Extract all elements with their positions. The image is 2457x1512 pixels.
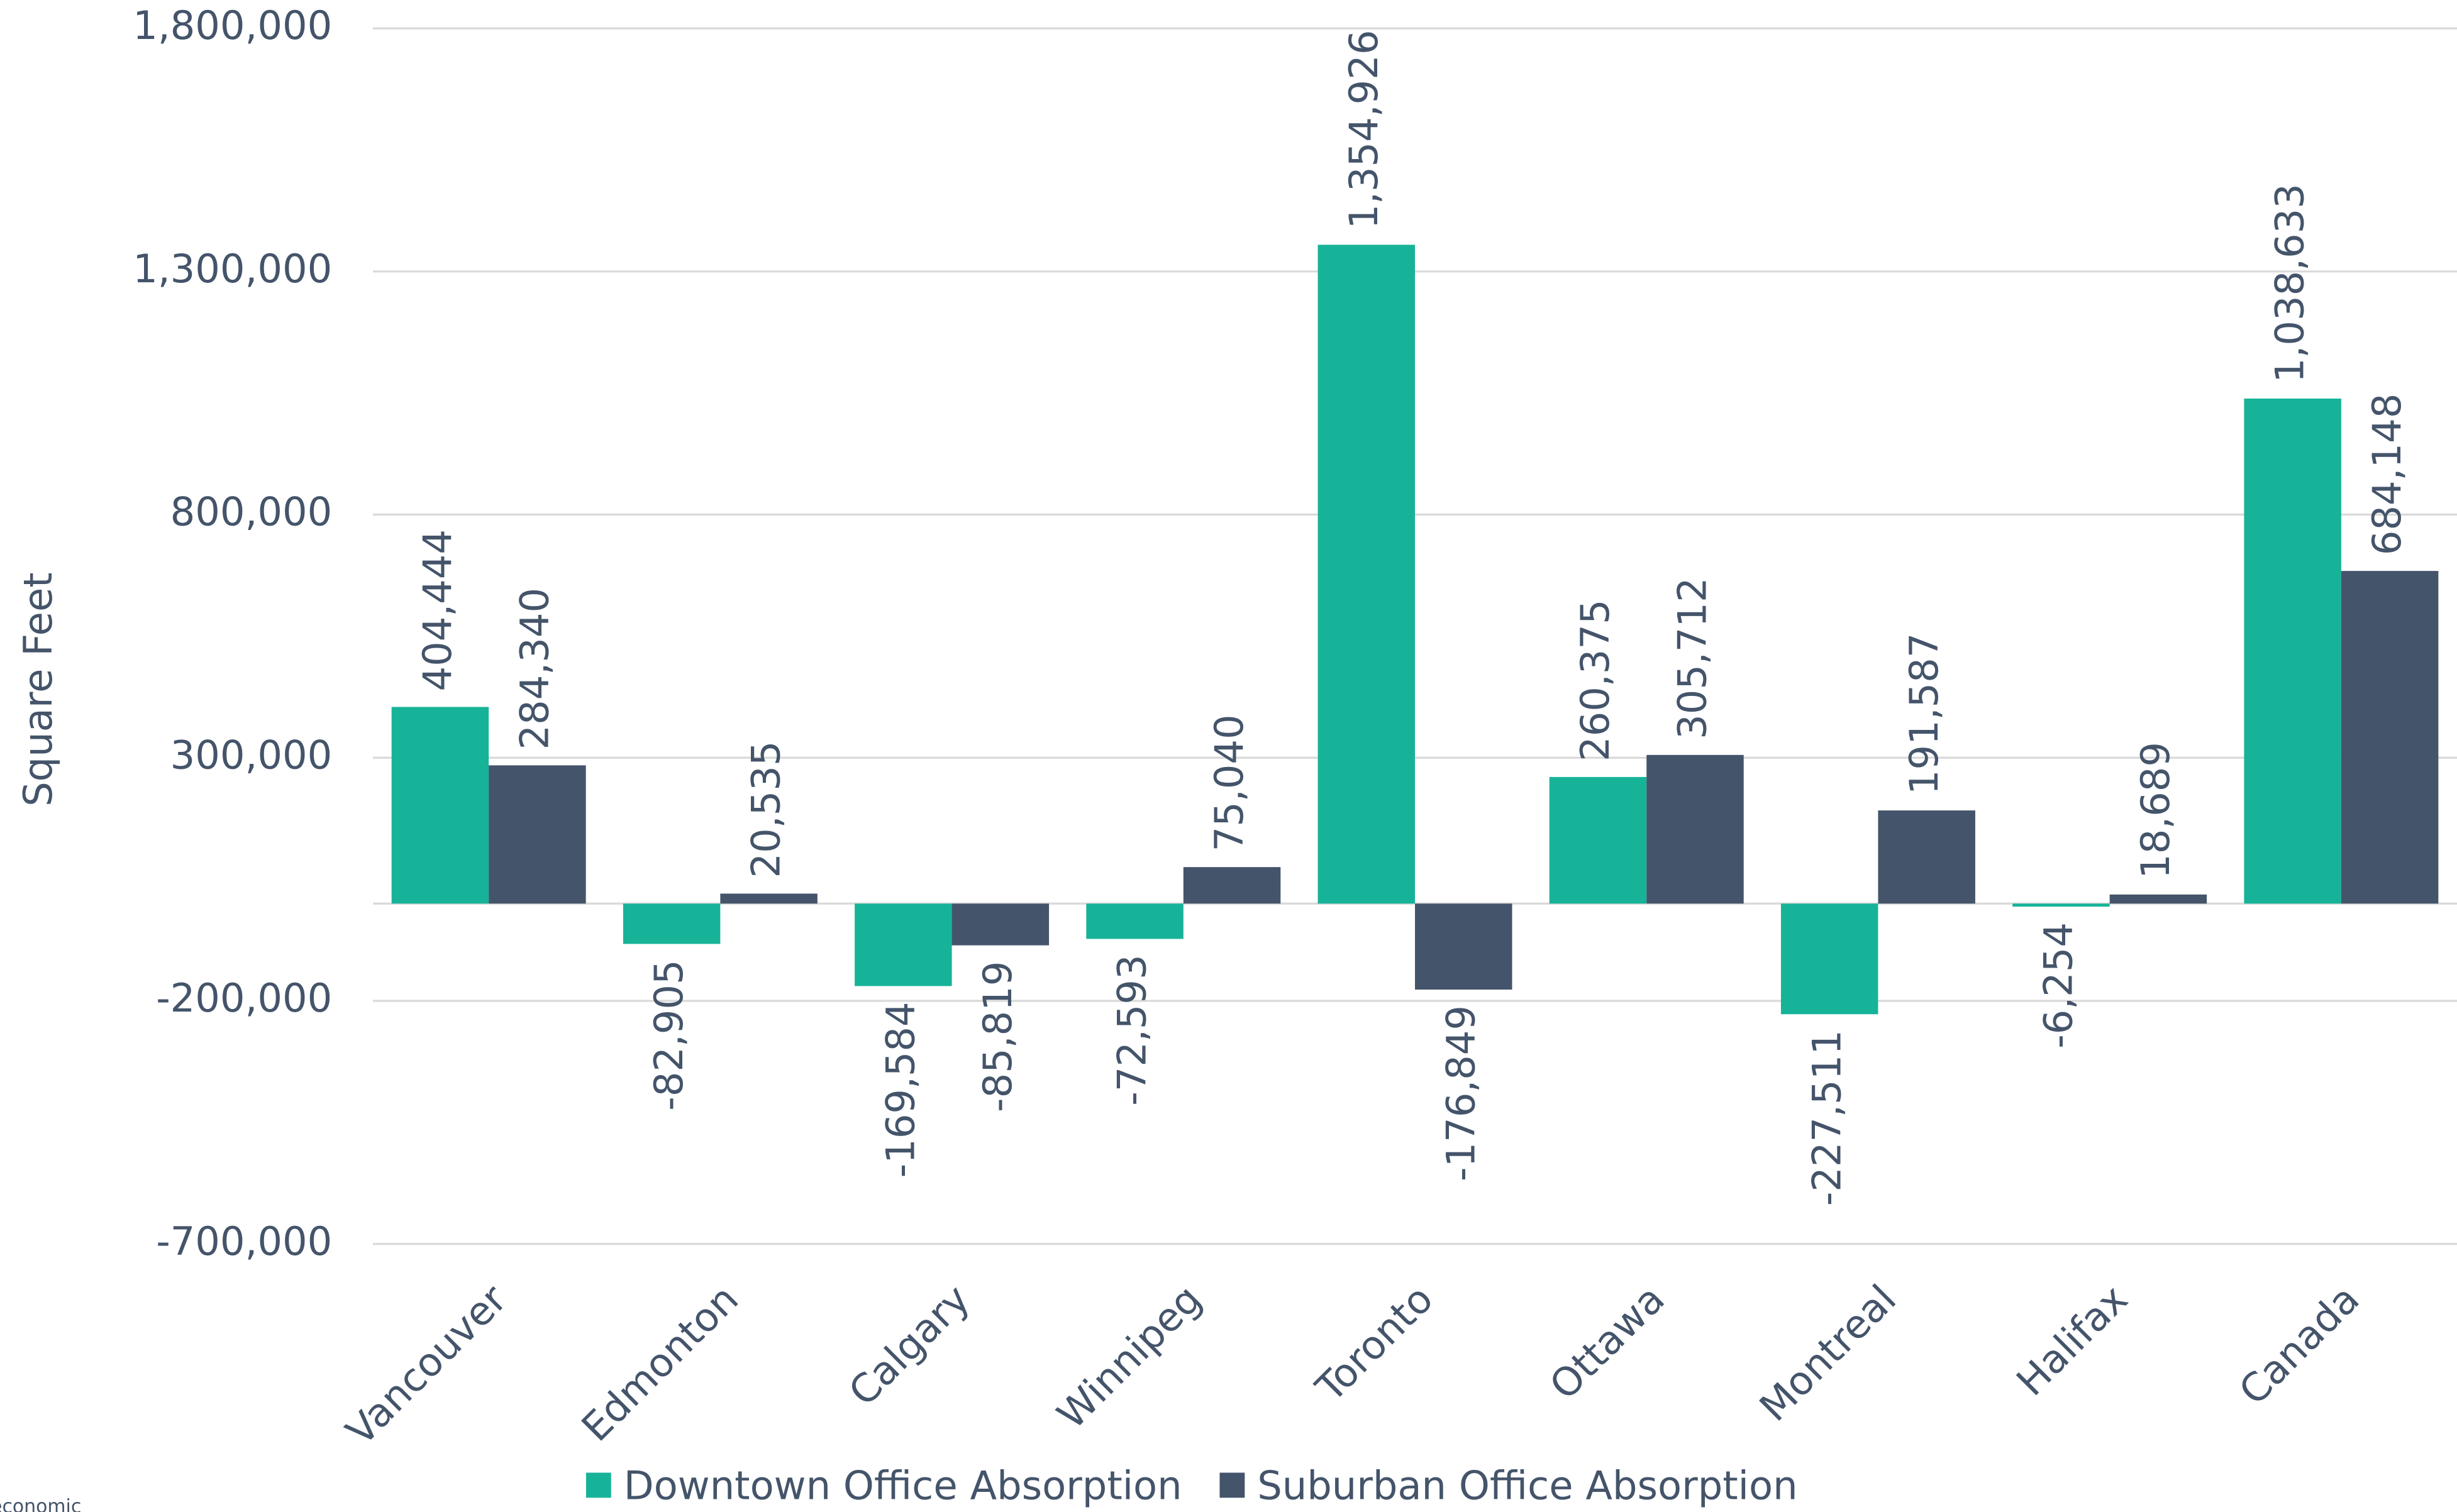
x-tick-label: Montreal — [1751, 1276, 1905, 1430]
data-label: -72,593 — [1109, 954, 1155, 1105]
legend-swatch — [585, 1472, 611, 1498]
y-tick-label: -700,000 — [156, 1218, 332, 1264]
bar — [489, 765, 586, 904]
data-label: -6,254 — [2036, 922, 2082, 1049]
bar — [2244, 398, 2341, 904]
bar — [1878, 810, 1975, 904]
data-label: -82,905 — [646, 959, 692, 1110]
x-tick-label: Canada — [2230, 1276, 2368, 1413]
footnote: economic — [0, 1496, 81, 1512]
data-label: -176,849 — [1438, 1005, 1484, 1181]
bar — [2341, 571, 2439, 904]
bar — [1317, 245, 1416, 904]
bar — [623, 903, 721, 944]
x-tick-label: Ottawa — [1541, 1276, 1673, 1408]
bar — [1780, 903, 1878, 1015]
data-label: -85,819 — [975, 961, 1021, 1112]
bar — [391, 707, 489, 904]
y-axis-label: Square Feet — [15, 572, 61, 807]
bar — [1549, 776, 1647, 904]
data-label: 404,444 — [414, 529, 460, 692]
bar — [1086, 903, 1184, 939]
data-label: 305,712 — [1670, 577, 1716, 739]
x-tick-label: Toronto — [1307, 1276, 1442, 1411]
data-label: 1,354,926 — [1341, 30, 1387, 229]
bar — [2109, 894, 2207, 904]
legend-label: Downtown Office Absorption — [624, 1462, 1182, 1508]
legend-swatch — [1219, 1472, 1245, 1498]
bar — [951, 903, 1050, 946]
data-label: 191,587 — [1901, 633, 1947, 795]
x-tick-label: Halifax — [2008, 1276, 2137, 1404]
data-label: -227,511 — [1804, 1030, 1850, 1206]
data-label: 1,038,633 — [2267, 184, 2313, 383]
data-label: 684,148 — [2364, 394, 2410, 556]
data-label: -169,584 — [877, 1002, 923, 1178]
y-tick-label: 800,000 — [170, 489, 333, 535]
x-tick-label: Edmonton — [573, 1276, 747, 1450]
y-tick-label: 1,300,000 — [133, 246, 332, 292]
legend-label: Suburban Office Absorption — [1257, 1462, 1797, 1508]
bar — [2012, 903, 2110, 907]
x-tick-label: Vancouver — [337, 1276, 516, 1454]
data-label: 20,535 — [743, 741, 789, 878]
bar — [720, 893, 818, 904]
x-tick-label: Calgary — [840, 1276, 979, 1415]
y-tick-label: 300,000 — [170, 732, 333, 778]
y-tick-label: 1,800,000 — [133, 3, 332, 48]
bar — [1183, 867, 1281, 904]
data-label: 75,040 — [1206, 714, 1252, 851]
bar — [855, 903, 952, 986]
bar — [1646, 754, 1744, 904]
x-tick-label: Winnipeg — [1048, 1276, 1210, 1437]
data-label: 260,375 — [1572, 599, 1618, 761]
data-label: 284,340 — [511, 588, 557, 750]
data-label: 18,689 — [2133, 742, 2178, 879]
y-tick-label: -200,000 — [156, 975, 332, 1021]
bar — [1415, 903, 1512, 990]
